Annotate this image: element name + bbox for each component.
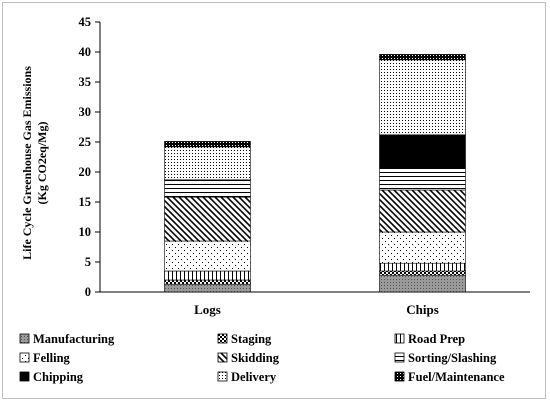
- bar-segment-chipping-chips: [379, 134, 466, 169]
- bar-segment-road-prep-chips: [379, 262, 466, 272]
- y-tick-label: 20: [79, 165, 92, 179]
- bar-segment-delivery-logs: [164, 146, 251, 181]
- legend-label: Skidding: [231, 351, 280, 365]
- legend-swatch: [217, 333, 228, 344]
- legend-label: Staging: [231, 332, 272, 346]
- bar-segment-delivery-chips: [379, 59, 466, 136]
- legend-label: Sorting/Slashing: [408, 351, 497, 365]
- x-category-label: Chips: [406, 302, 439, 317]
- y-tick-label: 45: [79, 15, 92, 29]
- legend-swatch: [19, 371, 30, 382]
- legend-label: Felling: [33, 351, 71, 365]
- legend-swatch: [19, 352, 30, 363]
- legend-swatch: [394, 352, 405, 363]
- bar-segment-road-prep-logs: [164, 270, 251, 281]
- bar-segment-fuel-maintenance-chips: [379, 54, 466, 61]
- y-tick-label: 5: [85, 255, 91, 269]
- legend-label: Road Prep: [408, 332, 465, 346]
- y-tick-label: 25: [79, 135, 92, 149]
- legend-swatch: [394, 371, 405, 382]
- legend-swatch: [394, 333, 405, 344]
- bar-segment-felling-logs: [164, 240, 251, 272]
- bar-segment-skidding-logs: [164, 196, 251, 242]
- bar-segment-staging-chips: [379, 270, 466, 276]
- legend: Manufacturing Staging Road Prep Felling Skid…: [19, 332, 505, 384]
- bar-segment-staging-logs: [164, 279, 251, 285]
- x-category-label: Logs: [194, 302, 221, 317]
- y-tick-label: 30: [79, 105, 92, 119]
- bar-segment-felling-chips: [379, 231, 466, 264]
- plot-area: 0 5 10 15 20 25 30 35 40 45 Logs Chips: [79, 15, 530, 317]
- legend-label: Fuel/Maintenance: [408, 370, 505, 384]
- y-tick-label: 35: [79, 75, 92, 89]
- y-axis-label-line1: Life Cycle Greenhouse Gas Emissions: [20, 66, 34, 260]
- legend-swatch: [19, 333, 30, 344]
- bar-segment-manufacturing-logs: [164, 283, 251, 293]
- chart-frame: [2, 2, 546, 399]
- y-tick-label: 10: [79, 225, 92, 239]
- bar-segment-manufacturing-chips: [379, 274, 466, 293]
- legend-label: Manufacturing: [33, 332, 115, 346]
- bar-segment-skidding-chips: [379, 189, 466, 233]
- legend-label: Chipping: [33, 370, 84, 384]
- bar-segment-sorting-slashing-chips: [379, 167, 466, 191]
- legend-label: Delivery: [231, 370, 277, 384]
- y-tick-label: 15: [79, 195, 92, 209]
- legend-swatch: [217, 352, 228, 363]
- y-tick-label: 0: [85, 285, 91, 299]
- y-axis-label-line2: (Kg CO2eq/Mg): [35, 122, 49, 205]
- y-tick-label: 40: [79, 45, 92, 59]
- legend-swatch: [217, 371, 228, 382]
- bar-segment-sorting-slashing-logs: [164, 179, 251, 198]
- bar-segment-fuel-maintenance-logs: [164, 141, 251, 148]
